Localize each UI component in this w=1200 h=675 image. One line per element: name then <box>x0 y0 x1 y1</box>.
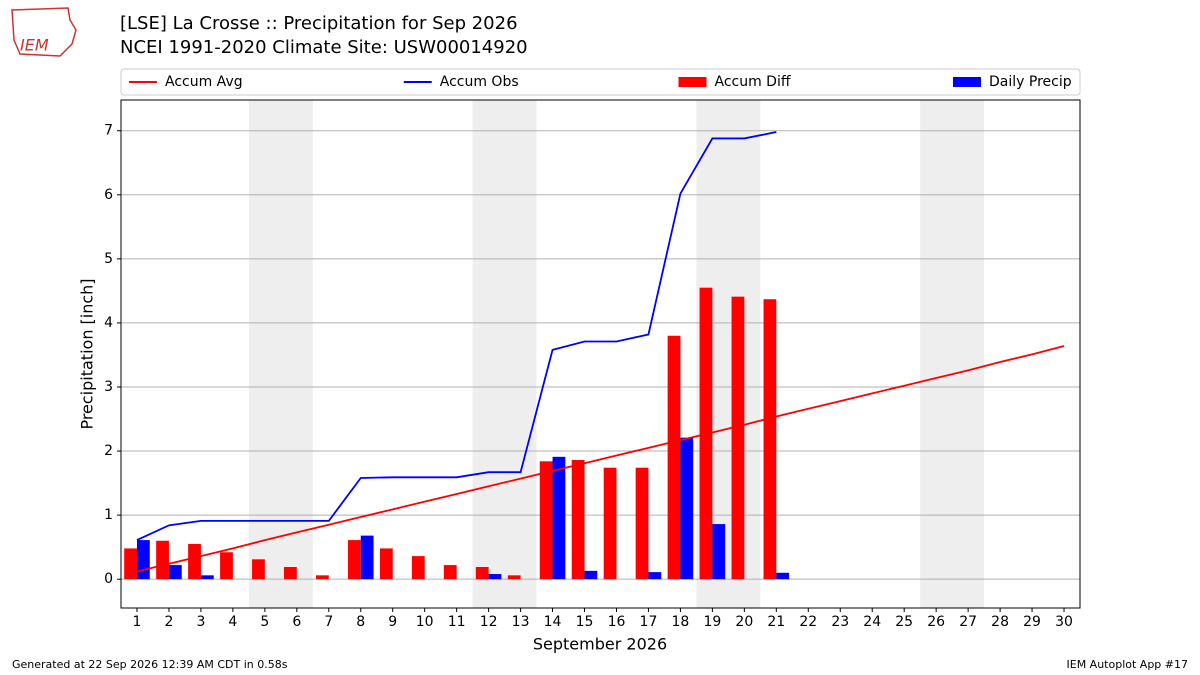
bar <box>220 552 233 580</box>
x-tick-label: 26 <box>927 614 945 630</box>
bar <box>680 437 694 580</box>
x-tick-label: 8 <box>356 614 365 630</box>
legend-label: Accum Obs <box>440 74 519 90</box>
bar <box>188 543 201 580</box>
footer-right: IEM Autoplot App #17 <box>1067 658 1189 671</box>
x-tick-label: 14 <box>544 614 562 630</box>
x-tick-label: 21 <box>767 614 785 630</box>
x-tick-label: 17 <box>640 614 658 630</box>
y-tick-label: 4 <box>104 315 113 331</box>
x-tick-label: 5 <box>260 614 269 630</box>
bar <box>571 460 585 580</box>
line <box>136 345 1065 573</box>
x-tick-label: 4 <box>228 614 237 630</box>
y-tick-label: 3 <box>104 379 113 395</box>
chart-subtitle: NCEI 1991-2020 Climate Site: USW00014920 <box>120 37 528 58</box>
bar <box>731 296 745 580</box>
legend-box <box>120 68 1081 96</box>
bar <box>315 575 329 580</box>
x-tick-label: 28 <box>991 614 1009 630</box>
bar <box>156 540 169 580</box>
bar <box>539 461 553 580</box>
x-tick-label: 6 <box>292 614 301 630</box>
legend-label: Daily Precip <box>989 74 1072 90</box>
x-axis-label: September 2026 <box>533 635 667 654</box>
bar <box>252 559 265 580</box>
bar <box>488 574 502 580</box>
x-tick-label: 3 <box>196 614 205 630</box>
bar <box>552 456 566 580</box>
y-tick-label: 5 <box>104 251 113 267</box>
bar <box>284 567 297 580</box>
chart-title: [LSE] La Crosse :: Precipitation for Sep… <box>120 13 518 34</box>
x-tick-label: 15 <box>576 614 594 630</box>
legend-label: Accum Diff <box>715 74 791 90</box>
bar <box>667 335 681 580</box>
x-tick-label: 1 <box>133 614 142 630</box>
x-tick-label: 24 <box>863 614 881 630</box>
bar <box>360 535 374 580</box>
bar <box>648 572 662 580</box>
footer-left: Generated at 22 Sep 2026 12:39 AM CDT in… <box>12 658 288 671</box>
x-tick-label: 25 <box>895 614 913 630</box>
bar <box>347 540 361 580</box>
x-tick-label: 16 <box>608 614 626 630</box>
x-tick-label: 22 <box>799 614 817 630</box>
logo: IEM <box>11 7 77 57</box>
x-tick-label: 9 <box>388 614 397 630</box>
legend-swatch <box>678 77 707 87</box>
bar <box>168 565 182 580</box>
x-tick-label: 23 <box>831 614 849 630</box>
y-tick-label: 7 <box>104 123 113 139</box>
bar <box>136 540 150 580</box>
y-tick-label: 0 <box>104 571 113 587</box>
x-tick-label: 27 <box>959 614 977 630</box>
line <box>136 131 777 541</box>
legend-label: Accum Avg <box>165 74 243 90</box>
x-tick-label: 2 <box>164 614 173 630</box>
x-tick-label: 10 <box>416 614 434 630</box>
bar <box>200 575 214 580</box>
x-tick-label: 7 <box>324 614 333 630</box>
bar <box>763 299 777 580</box>
weekend-band <box>248 100 313 608</box>
x-tick-label: 11 <box>448 614 466 630</box>
bar <box>379 548 393 580</box>
bar <box>603 467 617 580</box>
x-tick-label: 18 <box>672 614 690 630</box>
bar <box>124 548 137 580</box>
y-tick-label: 1 <box>104 507 113 523</box>
plot-frame <box>120 99 1081 609</box>
x-tick-label: 29 <box>1023 614 1041 630</box>
x-tick-label: 20 <box>735 614 753 630</box>
bar <box>411 556 425 580</box>
weekend-band <box>920 100 985 608</box>
x-tick-label: 12 <box>480 614 498 630</box>
bar <box>635 467 649 580</box>
bar <box>712 524 726 580</box>
logo-outline <box>11 7 77 57</box>
bar <box>507 575 521 580</box>
x-tick-label: 30 <box>1055 614 1073 630</box>
x-tick-label: 13 <box>512 614 530 630</box>
y-axis-label: Precipitation [inch] <box>78 278 97 429</box>
y-tick-label: 2 <box>104 443 113 459</box>
x-tick-label: 19 <box>703 614 721 630</box>
weekend-band <box>472 100 537 608</box>
bar <box>475 567 489 580</box>
bar <box>584 570 598 580</box>
bar <box>776 572 790 580</box>
bar <box>443 565 457 580</box>
y-tick-label: 6 <box>104 187 113 203</box>
legend-swatch <box>953 77 981 87</box>
logo-text: IEM <box>20 36 49 55</box>
